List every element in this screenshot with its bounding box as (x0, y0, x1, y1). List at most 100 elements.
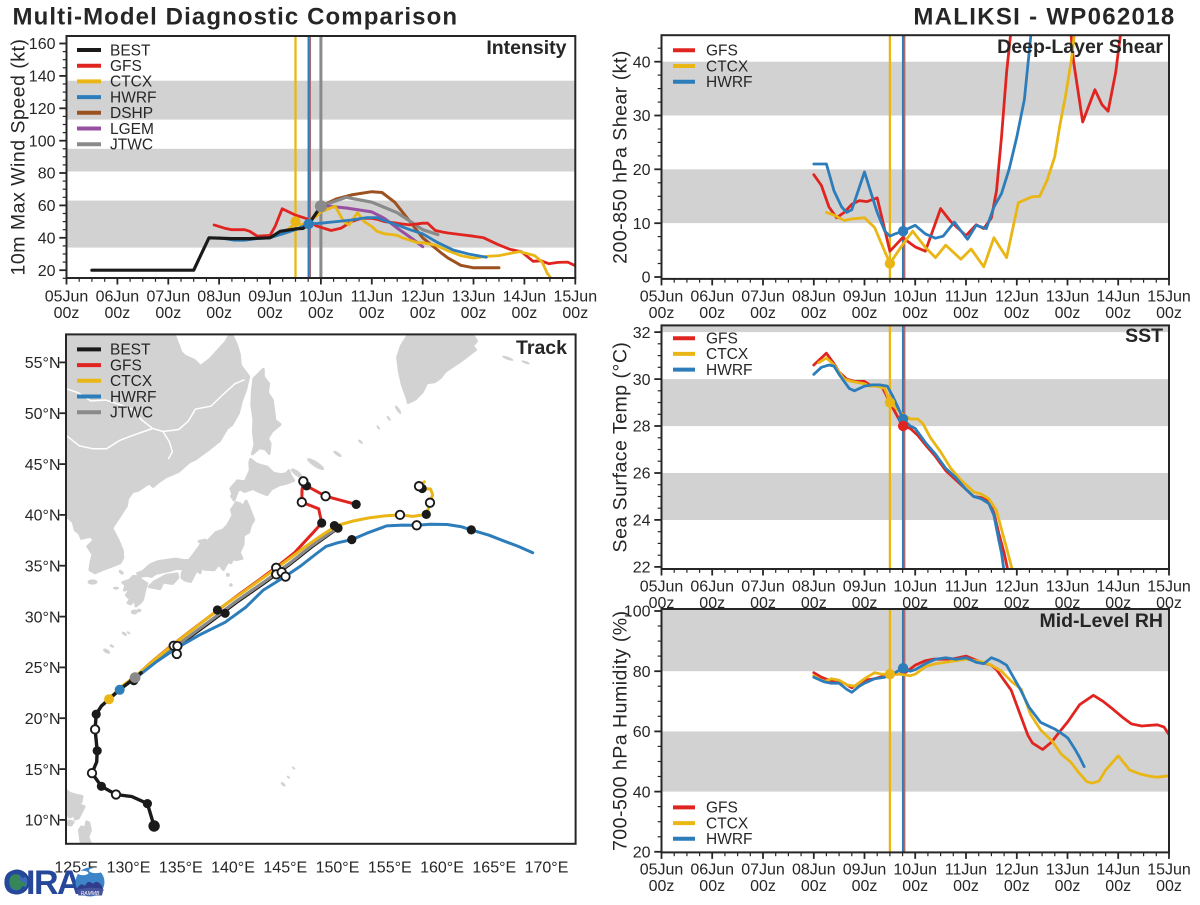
svg-text:06Jun: 06Jun (690, 862, 734, 879)
svg-text:11Jun: 11Jun (945, 579, 987, 596)
svg-text:08Jun: 08Jun (792, 289, 836, 306)
svg-text:07Jun: 07Jun (741, 862, 785, 879)
svg-text:00z: 00z (1156, 595, 1182, 612)
svg-text:00z: 00z (852, 878, 878, 895)
svg-text:Sea Surface Temp (°C): Sea Surface Temp (°C) (610, 342, 632, 553)
svg-text:00z: 00z (699, 878, 725, 895)
svg-text:00z: 00z (1156, 305, 1182, 322)
svg-text:09Jun: 09Jun (843, 289, 887, 306)
svg-text:28: 28 (633, 419, 651, 436)
svg-text:80: 80 (633, 664, 651, 681)
svg-text:05Jun: 05Jun (640, 289, 684, 306)
svg-text:HWRF: HWRF (706, 362, 753, 379)
svg-text:00z: 00z (257, 305, 283, 322)
svg-text:100: 100 (29, 133, 56, 150)
svg-text:00z: 00z (801, 595, 827, 612)
svg-text:80: 80 (38, 166, 56, 183)
svg-text:00z: 00z (750, 595, 776, 612)
svg-text:09Jun: 09Jun (843, 579, 887, 596)
svg-text:00z: 00z (1004, 878, 1030, 895)
svg-text:55°N: 55°N (25, 355, 61, 372)
svg-text:GFS: GFS (706, 43, 738, 60)
svg-text:12Jun: 12Jun (995, 289, 1039, 306)
svg-text:140°E: 140°E (211, 860, 255, 877)
svg-text:40: 40 (38, 231, 56, 248)
svg-text:GFS: GFS (706, 331, 738, 348)
svg-text:HWRF: HWRF (110, 389, 157, 406)
svg-text:07Jun: 07Jun (147, 289, 191, 306)
svg-text:DSHP: DSHP (110, 105, 153, 122)
svg-text:14Jun: 14Jun (1096, 289, 1140, 306)
svg-text:12Jun: 12Jun (995, 862, 1039, 879)
svg-text:00z: 00z (1105, 595, 1131, 612)
svg-text:00z: 00z (801, 305, 827, 322)
svg-text:150°E: 150°E (316, 860, 360, 877)
svg-text:00z: 00z (410, 305, 436, 322)
svg-text:00z: 00z (750, 878, 776, 895)
svg-text:10Jun: 10Jun (893, 862, 937, 879)
svg-text:32: 32 (633, 325, 651, 342)
svg-text:30: 30 (633, 372, 651, 389)
svg-text:00z: 00z (1156, 878, 1182, 895)
svg-text:08Jun: 08Jun (197, 289, 241, 306)
svg-text:00z: 00z (1055, 595, 1081, 612)
svg-text:06Jun: 06Jun (690, 289, 734, 306)
svg-text:11Jun: 11Jun (945, 862, 987, 879)
svg-text:140: 140 (29, 69, 56, 86)
svg-text:24: 24 (633, 513, 651, 530)
svg-text:05Jun: 05Jun (45, 289, 89, 306)
svg-text:200-850 hPa Shear (kt): 200-850 hPa Shear (kt) (610, 50, 632, 264)
svg-text:09Jun: 09Jun (248, 289, 292, 306)
svg-text:RAMMB: RAMMB (81, 891, 100, 897)
svg-text:00z: 00z (902, 878, 928, 895)
svg-text:14Jun: 14Jun (1096, 579, 1140, 596)
svg-text:06Jun: 06Jun (96, 289, 140, 306)
svg-text:00z: 00z (1004, 305, 1030, 322)
svg-text:26: 26 (633, 466, 651, 483)
svg-text:60: 60 (633, 724, 651, 741)
svg-text:12Jun: 12Jun (995, 579, 1039, 596)
svg-text:10: 10 (633, 216, 651, 233)
svg-text:Track: Track (516, 337, 567, 359)
svg-text:00z: 00z (155, 305, 181, 322)
svg-text:00z: 00z (105, 305, 131, 322)
svg-text:14Jun: 14Jun (503, 289, 547, 306)
svg-text:00z: 00z (308, 305, 334, 322)
svg-text:08Jun: 08Jun (792, 579, 836, 596)
svg-text:GFS: GFS (110, 58, 142, 75)
svg-text:00z: 00z (801, 878, 827, 895)
svg-text:JTWC: JTWC (110, 137, 153, 154)
svg-text:00z: 00z (54, 305, 80, 322)
svg-text:CTCX: CTCX (706, 58, 749, 75)
svg-text:165°E: 165°E (472, 860, 516, 877)
svg-text:00z: 00z (1105, 305, 1131, 322)
svg-text:00z: 00z (649, 595, 675, 612)
svg-text:00z: 00z (750, 305, 776, 322)
svg-text:35°N: 35°N (25, 558, 61, 575)
svg-text:00z: 00z (902, 305, 928, 322)
svg-text:05Jun: 05Jun (640, 579, 684, 596)
svg-text:160°E: 160°E (420, 860, 464, 877)
svg-text:00z: 00z (649, 305, 675, 322)
svg-text:08Jun: 08Jun (792, 862, 836, 879)
svg-text:10Jun: 10Jun (893, 289, 937, 306)
svg-text:00z: 00z (953, 878, 979, 895)
svg-text:10m Max Wind Speed (kt): 10m Max Wind Speed (kt) (8, 39, 30, 276)
svg-text:09Jun: 09Jun (843, 862, 887, 879)
svg-text:Multi-Model Diagnostic Compari: Multi-Model Diagnostic Comparison (13, 4, 459, 31)
svg-text:GFS: GFS (110, 357, 142, 374)
svg-text:160: 160 (29, 36, 56, 53)
svg-text:135°E: 135°E (159, 860, 203, 877)
svg-text:30: 30 (633, 108, 651, 125)
svg-text:60: 60 (38, 198, 56, 215)
svg-text:12Jun: 12Jun (401, 289, 445, 306)
svg-text:170°E: 170°E (525, 860, 569, 877)
svg-text:07Jun: 07Jun (741, 289, 785, 306)
svg-text:07Jun: 07Jun (741, 579, 785, 596)
svg-text:05Jun: 05Jun (640, 862, 684, 879)
svg-text:14Jun: 14Jun (1096, 862, 1140, 879)
svg-text:MALIKSI - WP062018: MALIKSI - WP062018 (913, 4, 1175, 31)
svg-text:SST: SST (1125, 325, 1163, 347)
svg-text:13Jun: 13Jun (1046, 289, 1090, 306)
svg-text:22: 22 (633, 560, 651, 577)
